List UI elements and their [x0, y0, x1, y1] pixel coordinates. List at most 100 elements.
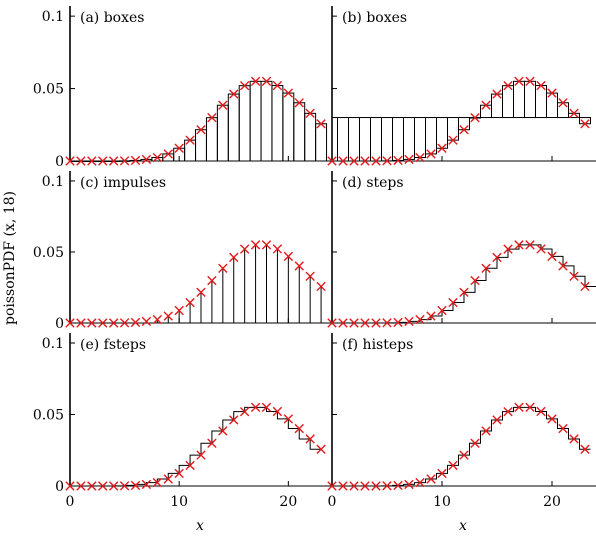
y-tick-label: 0.05: [33, 245, 64, 261]
data-point-marker: [185, 297, 195, 308]
data-point-marker: [371, 156, 381, 166]
bar: [238, 85, 251, 162]
data-point-marker: [558, 261, 568, 271]
data-point-marker: [229, 252, 239, 263]
bar: [195, 129, 207, 162]
data-point-marker: [239, 244, 250, 254]
data-point-marker: [470, 112, 480, 123]
data-point-marker: [196, 125, 206, 135]
data-point-marker: [163, 474, 173, 484]
data-point-marker: [327, 318, 337, 328]
data-point-marker: [229, 415, 239, 425]
data-point-marker: [492, 252, 502, 263]
data-point-marker: [305, 108, 315, 119]
data-point-marker: [65, 156, 75, 166]
y-tick-label: 0.1: [42, 9, 64, 25]
data-point-marker: [349, 318, 359, 328]
bar: [403, 117, 415, 160]
data-point-marker: [119, 481, 130, 491]
bar: [425, 117, 437, 155]
data-point-marker: [503, 244, 513, 254]
data-point-marker: [119, 318, 130, 328]
data-point-marker: [558, 423, 568, 434]
data-point-marker: [98, 156, 108, 166]
data-point-marker: [547, 414, 557, 424]
data-point-marker: [415, 152, 425, 163]
data-point-marker: [108, 156, 119, 166]
data-point-marker: [239, 406, 250, 417]
y-axis-label: poissonPDF (x, 18): [2, 191, 18, 325]
data-point-marker: [65, 481, 75, 491]
data-point-marker: [163, 149, 173, 159]
data-point-marker: [141, 479, 152, 490]
data-point-marker: [87, 318, 97, 328]
data-point-marker: [174, 468, 184, 479]
bar: [348, 117, 360, 162]
y-tick-label: 0: [55, 479, 64, 495]
data-point-marker: [196, 450, 206, 460]
data-point-marker: [525, 402, 535, 413]
bar: [381, 117, 393, 162]
data-point-marker: [371, 481, 381, 491]
data-point-marker: [218, 100, 228, 110]
data-point-marker: [547, 88, 557, 98]
data-point-marker: [327, 481, 337, 491]
bar: [414, 117, 426, 159]
data-point-marker: [283, 414, 294, 424]
bar: [359, 117, 371, 162]
data-point-marker: [426, 474, 436, 484]
data-point-marker: [152, 314, 163, 325]
panel-impulses-2: 0 0.05 0.1 (c) impulses: [33, 171, 332, 332]
data-point-marker: [470, 275, 480, 286]
data-point-marker: [404, 316, 414, 327]
data-point-marker: [393, 317, 403, 328]
data-point-marker: [558, 98, 568, 108]
data-point-marker: [76, 318, 86, 328]
bar: [205, 117, 218, 162]
data-point-marker: [283, 88, 294, 98]
data-point-marker: [98, 318, 108, 328]
data-point-marker: [316, 281, 326, 292]
data-point-marker: [448, 135, 458, 145]
bar: [458, 117, 470, 131]
data-point-marker: [459, 450, 469, 460]
panel-steps-3: (d) steps: [327, 171, 596, 328]
data-point-marker: [569, 108, 579, 119]
data-point-marker: [261, 240, 272, 250]
data-point-marker: [415, 314, 425, 325]
y-tick-label: 0.1: [42, 336, 64, 352]
data-point-marker: [580, 444, 590, 454]
data-point-marker: [327, 156, 337, 166]
data-point-marker: [119, 156, 130, 166]
y-tick-label: 0.1: [42, 174, 64, 190]
data-point-marker: [305, 434, 315, 444]
panel-boxes-1: (b) boxes: [327, 6, 596, 166]
data-point-marker: [393, 155, 403, 166]
data-point-marker: [218, 263, 228, 274]
data-point-marker: [437, 305, 447, 316]
bar: [271, 85, 284, 162]
y-tick-label: 0.05: [33, 82, 64, 98]
data-point-marker: [415, 477, 425, 488]
data-point-marker: [580, 281, 590, 292]
data-point-marker: [459, 287, 469, 298]
bar: [436, 117, 448, 149]
data-point-marker: [229, 89, 239, 99]
data-point-marker: [283, 251, 294, 262]
y-tick-label: 0: [55, 154, 64, 170]
data-point-marker: [547, 251, 557, 262]
data-point-marker: [141, 316, 152, 327]
data-point-marker: [360, 318, 370, 328]
bar: [227, 93, 240, 162]
panel-label: (f) histeps: [342, 337, 413, 353]
data-point-marker: [305, 271, 315, 281]
panel-label: (d) steps: [342, 175, 404, 191]
data-point-marker: [185, 135, 195, 145]
data-point-marker: [514, 240, 524, 250]
data-point-marker: [294, 261, 304, 271]
data-point-marker: [503, 80, 513, 91]
data-point-marker: [250, 76, 261, 87]
x-tick-label: 0: [66, 494, 75, 510]
